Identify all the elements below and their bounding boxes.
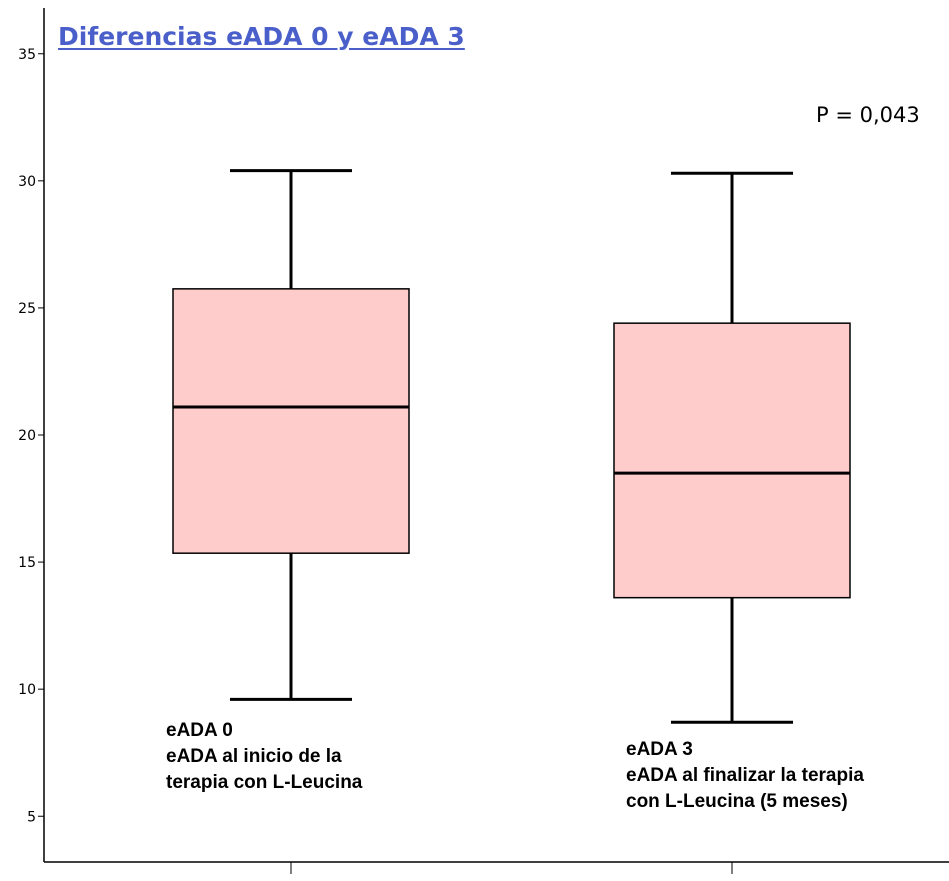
category-label-line: eADA 0 — [166, 720, 233, 741]
iqr-box — [172, 288, 410, 554]
y-tick-label: 20 — [18, 428, 36, 444]
category-label-eada-3: eADA 3 eADA al finalizar la terapia con … — [626, 737, 864, 815]
category-label-line: con L-Leucina (5 meses) — [626, 791, 848, 812]
y-tick-label: 25 — [18, 301, 36, 317]
y-tick-label: 30 — [18, 174, 36, 190]
category-label-line: eADA al inicio de la — [166, 746, 342, 767]
category-label-line: eADA al finalizar la terapia — [626, 765, 864, 786]
y-tick-label: 5 — [27, 809, 36, 825]
y-tick-label: 15 — [18, 555, 36, 571]
category-label-eada-0: eADA 0 eADA al inicio de la terapia con … — [166, 718, 362, 796]
y-tick-label: 10 — [18, 682, 36, 698]
iqr-box — [613, 322, 851, 599]
box-group-0 — [172, 169, 410, 874]
axes: 5 10 15 20 25 30 35 — [18, 8, 949, 863]
category-label-line: eADA 3 — [626, 739, 693, 760]
category-label-line: terapia con L-Leucina — [166, 772, 363, 793]
y-tick-label: 35 — [18, 47, 36, 63]
box-group-1 — [613, 171, 851, 874]
chart-title: Diferencias eADA 0 y eADA 3 — [58, 22, 465, 51]
p-value-annotation: P = 0,043 — [816, 103, 920, 127]
boxes — [172, 169, 851, 874]
